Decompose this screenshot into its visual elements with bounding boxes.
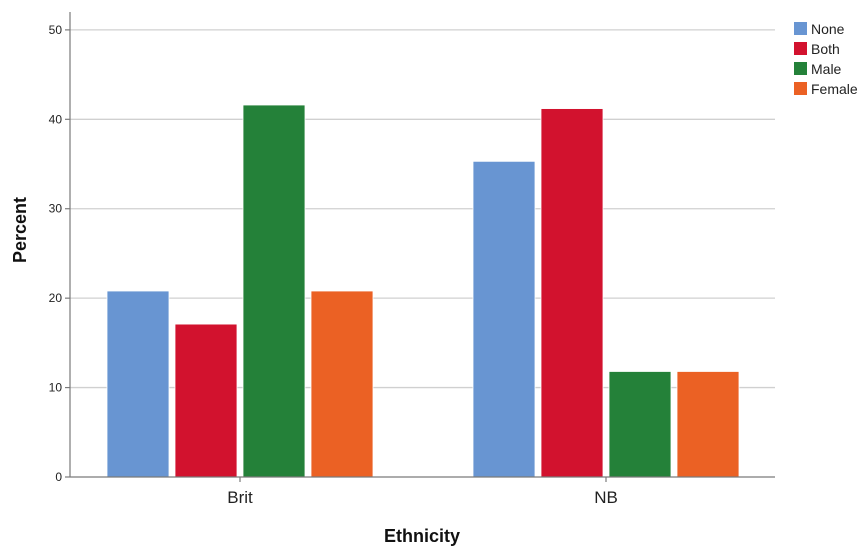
y-tick-label: 40: [49, 112, 63, 126]
y-tick-label: 10: [49, 381, 63, 395]
x-axis-categories: Brit NB: [227, 477, 618, 507]
x-category-label: NB: [594, 488, 618, 507]
legend-label-male: Male: [811, 61, 842, 77]
x-axis-title: Ethnicity: [384, 526, 460, 546]
bar-male-brit: [242, 104, 306, 478]
axes: [69, 12, 775, 478]
bars: [106, 104, 740, 478]
legend-swatch-both: [794, 42, 807, 55]
y-tick-label: 0: [55, 470, 62, 484]
legend-label-none: None: [811, 21, 845, 37]
x-category-label: Brit: [227, 488, 253, 507]
legend-swatch-female: [794, 82, 807, 95]
bar-none-brit: [106, 290, 170, 478]
legend-swatch-none: [794, 22, 807, 35]
legend-label-female: Female: [811, 81, 858, 97]
legend: None Both Male Female: [794, 21, 858, 97]
y-tick-label: 20: [49, 291, 63, 305]
y-tick-label: 30: [49, 202, 63, 216]
y-axis-ticks: 0 10 20 30 40 50: [49, 23, 70, 484]
bar-female-brit: [310, 290, 374, 478]
bar-none-nb: [472, 160, 536, 478]
bar-both-brit: [174, 323, 238, 478]
y-axis-title: Percent: [10, 197, 30, 263]
y-tick-label: 50: [49, 23, 63, 37]
legend-label-both: Both: [811, 41, 840, 57]
legend-swatch-male: [794, 62, 807, 75]
bar-male-nb: [608, 371, 672, 478]
bar-female-nb: [676, 371, 740, 478]
bar-both-nb: [540, 108, 604, 478]
